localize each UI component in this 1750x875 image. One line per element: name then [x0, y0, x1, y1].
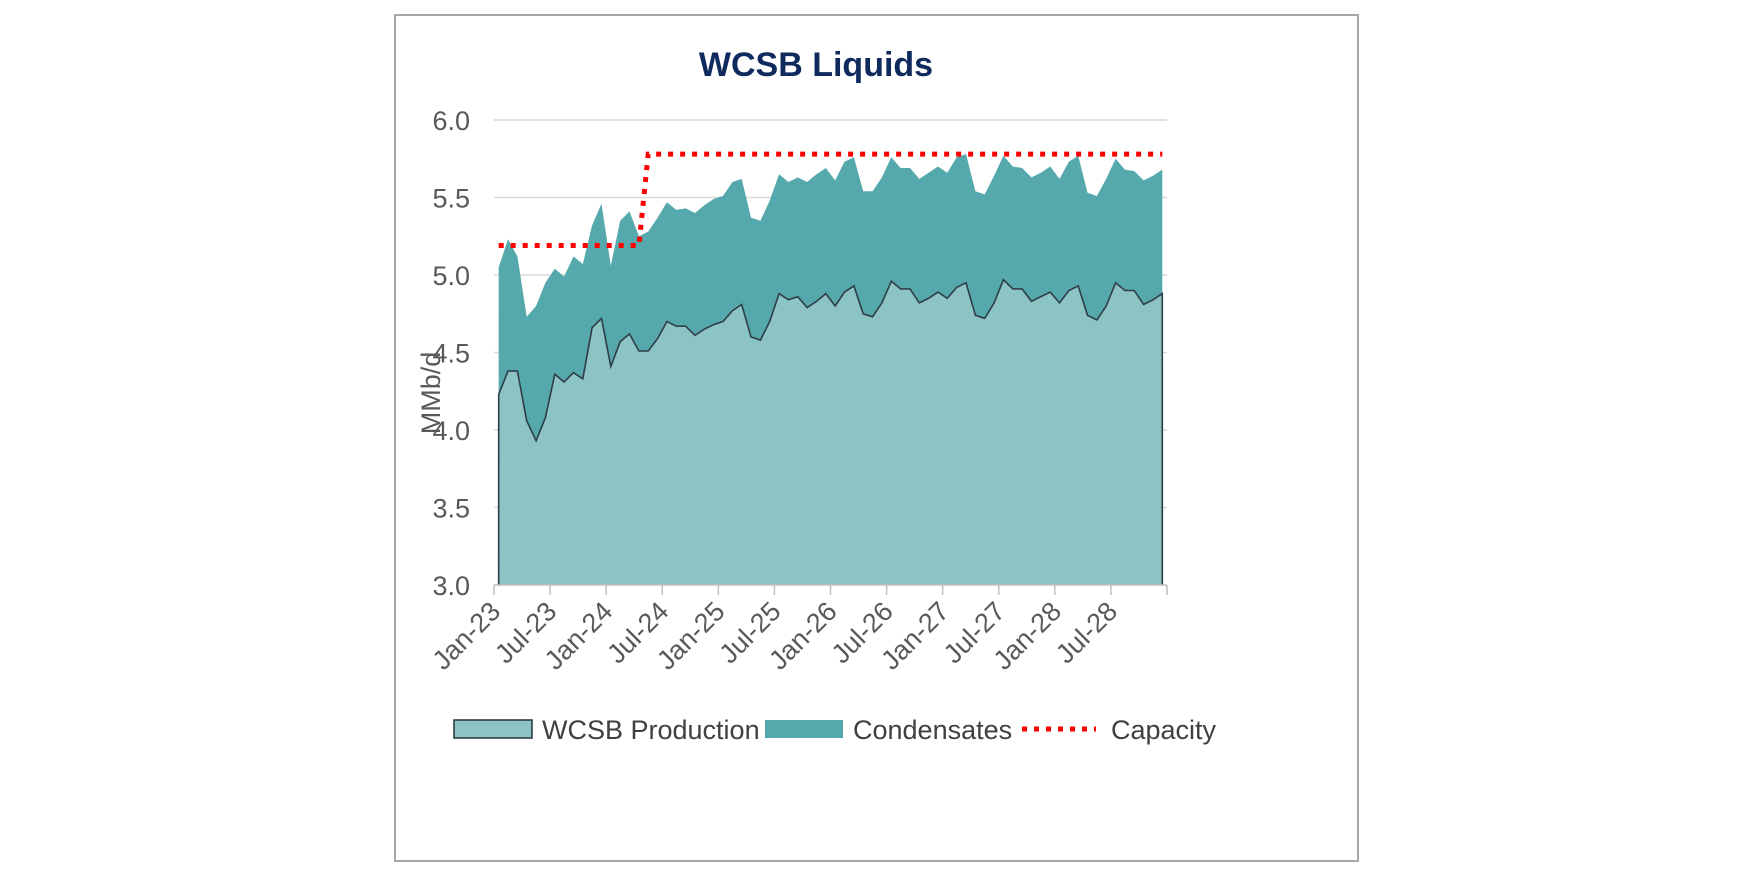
- legend-swatch-condensates: [765, 720, 843, 738]
- y-axis-title: MMb/d: [416, 352, 446, 435]
- legend-swatch-wcsb-production: [453, 719, 533, 739]
- area-layer: [497, 154, 1164, 586]
- x-tick-label: Jul-28: [1050, 596, 1123, 669]
- y-tick-label: 5.0: [432, 261, 470, 291]
- y-tick-label: 3.0: [432, 571, 470, 601]
- legend-label-capacity: Capacity: [1111, 715, 1217, 745]
- chart: WCSB Liquids 3.0 3.5 4.0 4.5 5.0 5.5 6.0 Jan-23…: [416, 46, 1217, 745]
- legend: WCSB Production Condensates Capacity: [453, 715, 1217, 745]
- x-tick-label: Jan-23: [427, 596, 507, 676]
- chart-frame: WCSB Liquids 3.0 3.5 4.0 4.5 5.0 5.5 6.0 Jan-23…: [394, 14, 1359, 862]
- y-tick-label: 4.0: [432, 416, 470, 446]
- chart-title: WCSB Liquids: [699, 46, 933, 84]
- y-tick-label: 4.5: [432, 339, 470, 369]
- y-tick-label: 5.5: [432, 184, 470, 214]
- wcsb-production-outline: [497, 278, 1164, 586]
- wcsb-production-area: [498, 279, 1163, 585]
- legend-label-condensates: Condensates: [853, 715, 1012, 745]
- y-tick-label: 6.0: [432, 106, 470, 136]
- legend-label-wcsb-production: WCSB Production: [542, 715, 760, 745]
- y-tick-label: 3.5: [432, 494, 470, 524]
